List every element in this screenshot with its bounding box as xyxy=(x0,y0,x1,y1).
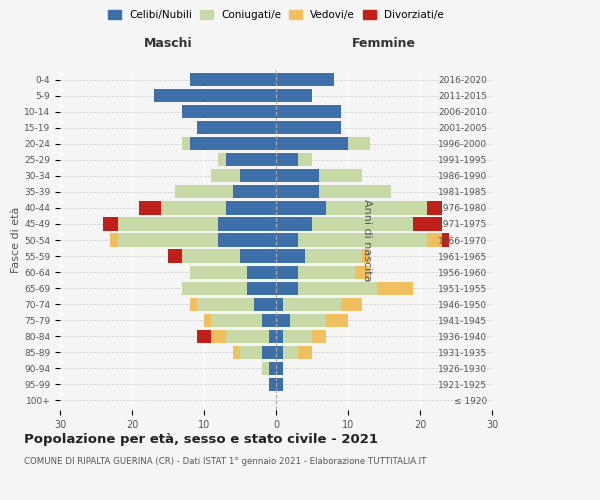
Y-axis label: Fasce di età: Fasce di età xyxy=(11,207,21,273)
Bar xyxy=(312,330,326,343)
Text: Popolazione per età, sesso e stato civile - 2021: Popolazione per età, sesso e stato civil… xyxy=(24,432,378,446)
Bar xyxy=(276,362,283,375)
Bar xyxy=(276,218,312,230)
Bar xyxy=(290,314,326,327)
Bar xyxy=(233,346,240,359)
Text: Maschi: Maschi xyxy=(143,37,193,50)
Bar xyxy=(276,153,298,166)
Bar xyxy=(319,186,391,198)
Bar xyxy=(190,298,197,310)
Bar xyxy=(118,218,218,230)
Bar xyxy=(254,298,276,310)
Bar xyxy=(154,89,276,102)
Bar xyxy=(226,202,276,214)
Bar xyxy=(182,282,247,294)
Bar xyxy=(298,266,355,278)
Bar xyxy=(269,362,276,375)
Bar xyxy=(442,234,449,246)
Bar xyxy=(240,346,262,359)
Bar xyxy=(218,153,226,166)
Bar xyxy=(262,346,276,359)
Bar xyxy=(298,346,312,359)
Bar xyxy=(197,330,211,343)
Bar xyxy=(305,250,362,262)
Bar xyxy=(298,153,312,166)
Bar xyxy=(319,170,362,182)
Bar xyxy=(175,186,233,198)
Bar xyxy=(204,314,211,327)
Legend: Celibi/Nubili, Coniugati/e, Vedovi/e, Divorziati/e: Celibi/Nubili, Coniugati/e, Vedovi/e, Di… xyxy=(108,10,444,20)
Bar xyxy=(276,202,326,214)
Bar xyxy=(276,330,283,343)
Bar xyxy=(110,234,118,246)
Bar xyxy=(211,170,240,182)
Bar xyxy=(276,266,298,278)
Bar xyxy=(341,298,362,310)
Bar xyxy=(326,314,348,327)
Bar xyxy=(276,250,305,262)
Bar xyxy=(233,186,276,198)
Bar xyxy=(182,250,240,262)
Y-axis label: Anni di nascita: Anni di nascita xyxy=(361,198,371,281)
Bar xyxy=(240,250,276,262)
Bar xyxy=(427,234,442,246)
Bar xyxy=(226,330,269,343)
Text: COMUNE DI RIPALTA GUERINA (CR) - Dati ISTAT 1° gennaio 2021 - Elaborazione TUTTI: COMUNE DI RIPALTA GUERINA (CR) - Dati IS… xyxy=(24,458,427,466)
Bar xyxy=(211,314,262,327)
Bar xyxy=(283,330,312,343)
Bar xyxy=(190,137,276,150)
Bar xyxy=(161,202,226,214)
Bar xyxy=(276,121,341,134)
Bar xyxy=(190,266,247,278)
Bar xyxy=(262,314,276,327)
Bar xyxy=(276,73,334,86)
Bar xyxy=(312,218,413,230)
Bar xyxy=(355,266,370,278)
Bar xyxy=(326,202,427,214)
Bar xyxy=(427,202,442,214)
Bar xyxy=(139,202,161,214)
Bar xyxy=(211,330,226,343)
Bar xyxy=(298,282,377,294)
Bar xyxy=(298,234,427,246)
Bar xyxy=(276,282,298,294)
Bar xyxy=(218,234,276,246)
Bar xyxy=(182,137,190,150)
Bar xyxy=(377,282,413,294)
Bar xyxy=(276,298,283,310)
Bar xyxy=(226,153,276,166)
Bar xyxy=(269,330,276,343)
Bar xyxy=(276,378,283,391)
Bar xyxy=(276,234,298,246)
Bar xyxy=(276,105,341,118)
Bar xyxy=(197,121,276,134)
Bar xyxy=(283,298,341,310)
Bar xyxy=(276,170,319,182)
Bar xyxy=(247,282,276,294)
Bar xyxy=(283,346,298,359)
Bar xyxy=(240,170,276,182)
Bar xyxy=(218,218,276,230)
Bar xyxy=(103,218,118,230)
Bar xyxy=(276,137,348,150)
Bar xyxy=(182,105,276,118)
Bar xyxy=(362,250,370,262)
Bar xyxy=(276,314,290,327)
Bar xyxy=(269,378,276,391)
Bar xyxy=(197,298,254,310)
Bar xyxy=(276,346,283,359)
Bar xyxy=(276,89,312,102)
Bar xyxy=(413,218,442,230)
Bar xyxy=(168,250,182,262)
Bar xyxy=(247,266,276,278)
Bar xyxy=(276,186,319,198)
Bar xyxy=(348,137,370,150)
Bar xyxy=(118,234,218,246)
Bar xyxy=(262,362,269,375)
Bar xyxy=(190,73,276,86)
Text: Femmine: Femmine xyxy=(352,37,416,50)
